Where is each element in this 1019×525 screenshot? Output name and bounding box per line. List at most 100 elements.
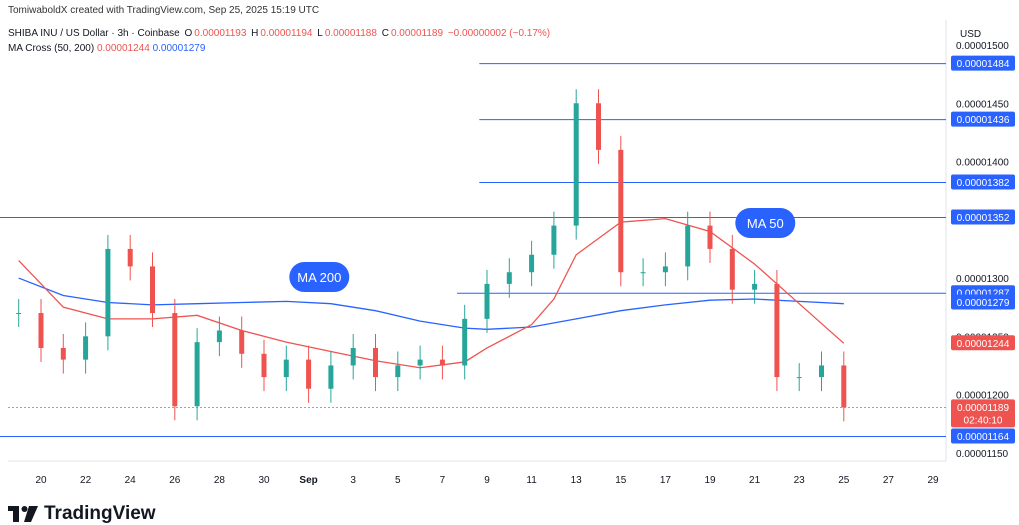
candle-body bbox=[596, 103, 601, 150]
annotation-callout bbox=[289, 262, 350, 292]
x-tick-label: 22 bbox=[80, 475, 92, 486]
tradingview-logo: TradingView bbox=[8, 503, 156, 525]
candle-body bbox=[662, 266, 668, 273]
ma200-value: 0.00001279 bbox=[152, 43, 206, 54]
x-tick-label: 27 bbox=[883, 475, 895, 486]
symbol-info-line: SHIBA INU / US Dollar · 3h · Coinbase O 0… bbox=[8, 28, 552, 39]
candle-body bbox=[16, 313, 22, 315]
close-value: 0.00001189 bbox=[390, 28, 444, 39]
candle-body bbox=[395, 365, 401, 378]
candle-body bbox=[618, 149, 624, 273]
ma200-line bbox=[18, 277, 844, 330]
candle-body bbox=[83, 336, 89, 360]
x-tick-label: 28 bbox=[214, 475, 226, 486]
candle-body bbox=[172, 313, 178, 407]
x-tick-label: 13 bbox=[571, 475, 583, 486]
candle-body bbox=[306, 359, 312, 389]
ma50-value: 0.00001244 bbox=[96, 43, 150, 54]
axis-price-tag-box bbox=[951, 294, 1015, 310]
candle-body bbox=[462, 318, 468, 366]
candle-body bbox=[685, 225, 691, 267]
candle-body bbox=[796, 377, 802, 379]
y-tick-label: 0.00001200 bbox=[956, 391, 1009, 402]
open-label: O bbox=[184, 28, 193, 39]
candle-body bbox=[439, 359, 445, 366]
candle-body bbox=[529, 254, 535, 273]
candle-body bbox=[573, 103, 579, 226]
axis-price-tag-text: 0.00001189 bbox=[957, 403, 1010, 414]
annotation-callout bbox=[735, 208, 796, 238]
brand-name: TradingView bbox=[44, 503, 156, 524]
indicator-name[interactable]: MA Cross (50, 200) bbox=[8, 43, 95, 54]
price-label-text: 0.00001484 bbox=[957, 59, 1010, 70]
x-tick-label: Sep bbox=[299, 475, 317, 486]
candle-body bbox=[194, 342, 200, 407]
price-label-text: 0.00001436 bbox=[957, 115, 1010, 126]
x-tick-label: 29 bbox=[927, 475, 939, 486]
high-value: 0.00001194 bbox=[260, 28, 313, 39]
y-tick-label: 0.00001150 bbox=[956, 449, 1009, 460]
low-value: 0.00001188 bbox=[324, 28, 377, 39]
x-tick-label: 23 bbox=[794, 475, 806, 486]
candle-body bbox=[417, 359, 423, 366]
annotation-text: MA 200 bbox=[297, 270, 341, 285]
axis-price-tag-text: 0.00001279 bbox=[957, 298, 1010, 309]
price-label-box bbox=[951, 111, 1015, 127]
candle-body bbox=[819, 365, 824, 378]
candle-body bbox=[640, 272, 646, 274]
candle-body bbox=[373, 347, 378, 378]
x-tick-label: 25 bbox=[838, 475, 850, 486]
x-tick-label: 20 bbox=[35, 475, 47, 486]
candle-body bbox=[216, 330, 222, 343]
candle-body bbox=[841, 365, 847, 408]
price-label-box bbox=[951, 428, 1015, 444]
candle-body bbox=[261, 353, 267, 378]
x-tick-label: 19 bbox=[704, 475, 716, 486]
candle-body bbox=[38, 313, 44, 348]
price-label-box bbox=[951, 209, 1015, 225]
high-label: H bbox=[251, 28, 259, 39]
x-tick-label: 24 bbox=[125, 475, 137, 486]
indicator-info-line: MA Cross (50, 200) 0.00001244 0.00001279 bbox=[8, 43, 205, 54]
bar-countdown-text: 02:40:10 bbox=[964, 415, 1003, 426]
x-tick-label: 9 bbox=[484, 475, 490, 486]
candle-body bbox=[752, 283, 758, 290]
x-tick-label: 21 bbox=[749, 475, 761, 486]
price-label-text: 0.00001164 bbox=[957, 432, 1010, 443]
change-value: −0.00000002 (−0.17%) bbox=[447, 28, 551, 39]
y-tick-label: 0.00001300 bbox=[956, 274, 1009, 285]
candle-body bbox=[707, 225, 713, 249]
candle-body bbox=[105, 248, 111, 337]
chart-credit: TomiwaboldX created with TradingView.com… bbox=[8, 5, 320, 16]
candle-body bbox=[239, 330, 245, 354]
x-tick-label: 7 bbox=[440, 475, 446, 486]
candle-body bbox=[60, 347, 66, 360]
x-tick-label: 11 bbox=[526, 475, 537, 486]
close-label: C bbox=[381, 28, 389, 39]
price-label-box bbox=[951, 174, 1015, 190]
axis-price-tag-box bbox=[951, 335, 1015, 351]
axis-price-tag-text: 0.00001244 bbox=[957, 339, 1010, 350]
candle-body bbox=[328, 365, 334, 389]
x-tick-label: 26 bbox=[169, 475, 181, 486]
x-tick-label: 3 bbox=[350, 475, 356, 486]
candle-body bbox=[729, 248, 735, 290]
price-label-text: 0.00001382 bbox=[957, 178, 1010, 189]
y-tick-label: 0.00001500 bbox=[956, 41, 1009, 52]
price-label-text: 0.00001352 bbox=[957, 213, 1010, 224]
candle-body bbox=[150, 266, 155, 314]
axis-currency[interactable]: USD bbox=[960, 29, 982, 40]
candle-body bbox=[127, 248, 133, 267]
price-label-text: 0.00001287 bbox=[957, 289, 1010, 300]
candle-body bbox=[350, 347, 356, 366]
candle-body bbox=[551, 225, 557, 255]
axis-price-tag-box bbox=[951, 399, 1015, 428]
symbol-name[interactable]: SHIBA INU / US Dollar · 3h · Coinbase bbox=[8, 28, 180, 39]
x-tick-label: 30 bbox=[258, 475, 270, 486]
low-label: L bbox=[317, 28, 323, 39]
y-tick-label: 0.00001400 bbox=[956, 158, 1009, 169]
y-tick-label: 0.00001450 bbox=[956, 99, 1009, 110]
candle-body bbox=[506, 272, 512, 284]
candle-body bbox=[774, 283, 780, 378]
